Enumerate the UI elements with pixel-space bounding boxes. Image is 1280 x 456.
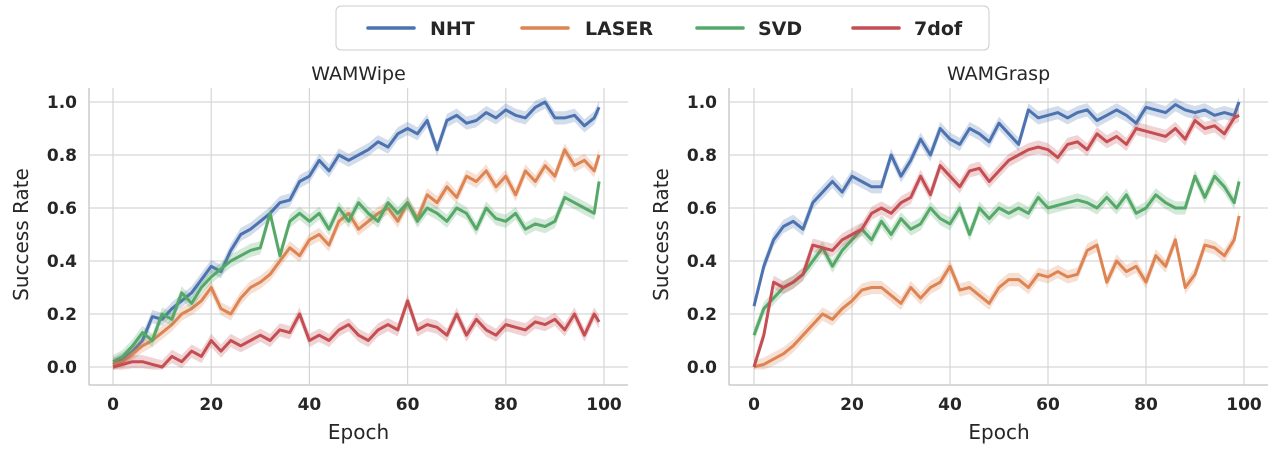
y-tick-label: 0.4 bbox=[687, 252, 717, 272]
y-tick-label: 1.0 bbox=[47, 93, 77, 113]
y-tick-label: 0.4 bbox=[47, 252, 77, 272]
y-axis-label: Success Rate bbox=[9, 168, 33, 301]
y-axis-label: Success Rate bbox=[649, 168, 673, 301]
x-tick-label: 0 bbox=[748, 395, 760, 415]
y-tick-label: 0.6 bbox=[687, 199, 717, 219]
x-tick-label: 80 bbox=[1134, 395, 1158, 415]
x-tick-label: 20 bbox=[840, 395, 864, 415]
x-tick-label: 60 bbox=[396, 395, 420, 415]
x-tick-label: 0 bbox=[107, 395, 119, 415]
y-tick-label: 0.2 bbox=[47, 305, 77, 325]
y-tick-label: 0.0 bbox=[47, 358, 77, 378]
series-line-7dof bbox=[754, 115, 1239, 367]
chart-title: WAMGrasp bbox=[947, 63, 1050, 85]
x-tick-label: 20 bbox=[199, 395, 223, 415]
y-tick-label: 1.0 bbox=[687, 93, 717, 113]
y-tick-label: 0.8 bbox=[47, 146, 77, 166]
series-band-svd bbox=[113, 175, 599, 368]
legend-label-svd: SVD bbox=[758, 18, 802, 40]
x-tick-label: 100 bbox=[586, 395, 622, 415]
legend-label-nht: NHT bbox=[430, 18, 475, 40]
x-tick-label: 40 bbox=[938, 395, 962, 415]
series-band-7dof bbox=[754, 109, 1239, 370]
panel-wamgrasp: 0 20 40 60 80 100 0.0 0.2 0.4 0.6 0.8 1.0 WAMGrasp Ep… bbox=[649, 63, 1268, 444]
legend-label-7dof: 7dof bbox=[914, 18, 963, 40]
chart-title: WAMWipe bbox=[311, 63, 406, 85]
panel-wamwipe: 0 20 40 60 80 100 0.0 0.2 0.4 0.6 0.8 1.0 WAMWipe Epo… bbox=[9, 63, 628, 444]
x-tick-label: 40 bbox=[298, 395, 322, 415]
x-tick-label: 100 bbox=[1226, 395, 1262, 415]
y-tick-label: 0.6 bbox=[47, 199, 77, 219]
series-line-laser bbox=[754, 216, 1239, 367]
legend: NHT LASER SVD 7dof bbox=[336, 6, 989, 50]
x-axis-label: Epoch bbox=[968, 420, 1029, 444]
y-tick-label: 0.0 bbox=[687, 358, 717, 378]
x-tick-label: 60 bbox=[1036, 395, 1060, 415]
x-tick-label: 80 bbox=[494, 395, 518, 415]
x-axis-label: Epoch bbox=[328, 420, 389, 444]
y-tick-label: 0.2 bbox=[687, 305, 717, 325]
y-tick-label: 0.8 bbox=[687, 146, 717, 166]
legend-label-laser: LASER bbox=[585, 18, 653, 40]
